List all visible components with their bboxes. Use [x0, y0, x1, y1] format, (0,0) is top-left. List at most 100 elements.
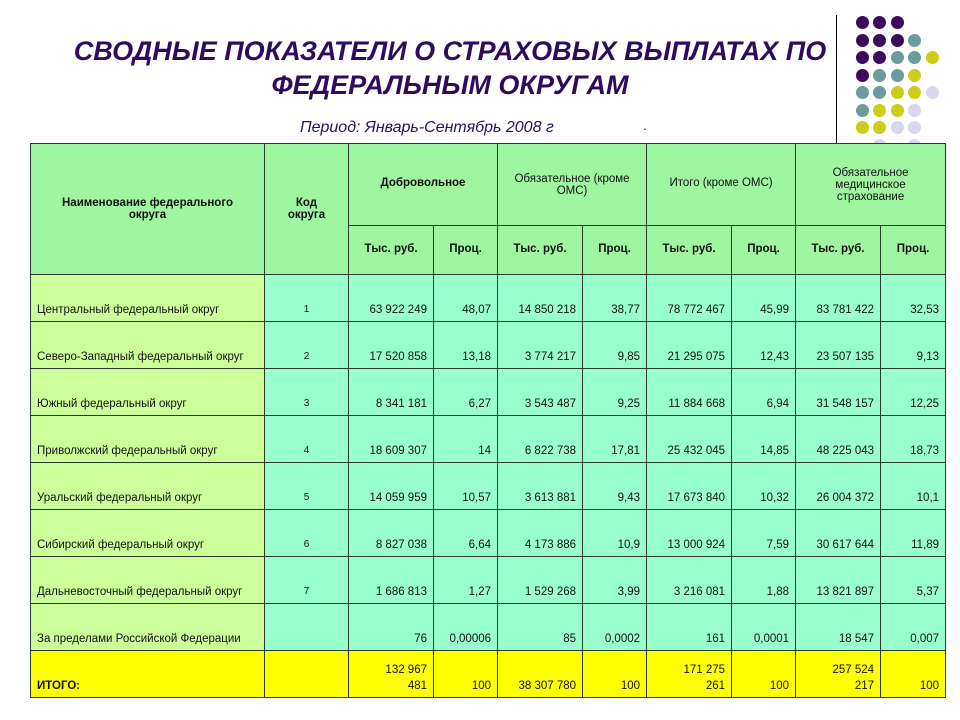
- percent-cell: 38,77: [582, 274, 648, 322]
- percent-cell: 17,81: [582, 415, 648, 463]
- table-row: Уральский федеральный округ 5 14 059 959 10…: [30, 462, 947, 510]
- amount-cell: 1 529 268: [497, 556, 584, 604]
- amount-value: 8 827 038: [375, 539, 427, 551]
- amount-cell: 38 307 780: [497, 650, 584, 698]
- amount-value: 1 529 268: [524, 586, 577, 598]
- percent-value: 18,73: [910, 445, 940, 457]
- decorative-dot: [856, 104, 869, 117]
- percent-value: 7,59: [766, 539, 790, 551]
- insurance-payments-table: Наименование федерального округа Код окр…: [30, 143, 947, 698]
- decorative-dot: [891, 69, 904, 82]
- amount-value: 85: [563, 633, 577, 645]
- percent-cell: 6,64: [432, 509, 499, 557]
- decorative-dot: [856, 69, 869, 82]
- amount-cell: 171 275 261: [646, 650, 733, 698]
- subheader-percent: Проц.: [731, 225, 797, 275]
- decorative-dot: [908, 86, 921, 99]
- amount-cell: 63 922 249: [348, 274, 434, 322]
- district-code: 6: [264, 509, 349, 557]
- amount-cell: 26 004 372: [795, 462, 882, 510]
- amount-cell: 76: [348, 603, 434, 651]
- district-name: За пределами Российской Федерации: [30, 603, 265, 651]
- district-name: Южный федеральный округ: [30, 368, 265, 416]
- amount-cell: 257 524 217: [795, 650, 882, 698]
- amount-value: 25 432 045: [667, 445, 726, 457]
- percent-value: 13,18: [462, 351, 492, 363]
- district-code: [264, 603, 349, 651]
- amount-value: 38 307 780: [518, 680, 577, 692]
- percent-cell: 100: [582, 650, 648, 698]
- amount-cell: 3 774 217: [497, 321, 584, 369]
- subheader-thousand-rub: Тыс. руб.: [646, 225, 733, 275]
- percent-cell: 5,37: [880, 556, 947, 604]
- amount-cell: 14 059 959: [348, 462, 434, 510]
- district-name: Сибирский федеральный округ: [30, 509, 265, 557]
- district-name: Северо-Западный федеральный округ: [30, 321, 265, 369]
- decorative-dot: [891, 51, 904, 64]
- percent-cell: 7,59: [731, 509, 797, 557]
- amount-cell: 78 772 467: [646, 274, 733, 322]
- percent-value: 10,57: [462, 492, 492, 504]
- decorative-dot: [873, 121, 886, 134]
- percent-cell: 18,73: [880, 415, 947, 463]
- percent-value: 14,85: [760, 445, 790, 457]
- amount-value: 78 772 467: [667, 304, 726, 316]
- decorative-dot: [856, 86, 869, 99]
- decorative-dot: [891, 104, 904, 117]
- percent-value: 14: [478, 445, 492, 457]
- decorative-dot: [856, 34, 869, 47]
- percent-cell: 10,32: [731, 462, 797, 510]
- decorative-dot: [926, 86, 939, 99]
- table-row: Центральный федеральный округ 1 63 922 249…: [30, 274, 947, 322]
- decorative-dot: [873, 51, 886, 64]
- header-code: Код округа: [264, 143, 349, 275]
- amount-cell: 21 295 075: [646, 321, 733, 369]
- percent-cell: 10,57: [432, 462, 499, 510]
- table-row: Дальневосточный федеральный округ 7 1 686 …: [30, 556, 947, 604]
- amount-value: 17 673 840: [667, 492, 726, 504]
- amount-value: 11 884 668: [668, 398, 726, 410]
- percent-cell: 14: [432, 415, 499, 463]
- decorative-divider: [836, 15, 837, 145]
- subheader-thousand-rub: Тыс. руб.: [795, 225, 882, 275]
- amount-value: 63 922 249: [369, 304, 427, 316]
- percent-cell: 9,85: [582, 321, 648, 369]
- percent-cell: 0,00006: [432, 603, 499, 651]
- percent-value: 100: [919, 680, 940, 692]
- percent-cell: 0,0002: [582, 603, 648, 651]
- district-code: 4: [264, 415, 349, 463]
- amount-value: 3 774 217: [524, 351, 577, 363]
- percent-value: 6,27: [468, 398, 492, 410]
- decorative-dot: [908, 104, 921, 117]
- percent-cell: 13,18: [432, 321, 499, 369]
- page-title: СВОДНЫЕ ПОКАЗАТЕЛИ О СТРАХОВЫХ ВЫПЛАТАХ …: [73, 36, 827, 100]
- district-code: 3: [264, 368, 349, 416]
- amount-cell: 23 507 135: [795, 321, 882, 369]
- percent-value: 1,88: [766, 586, 790, 598]
- amount-cell: 83 781 422: [795, 274, 882, 322]
- percent-value: 1,27: [468, 586, 492, 598]
- amount-cell: 18 547: [795, 603, 882, 651]
- percent-value: 10,1: [916, 492, 940, 504]
- decorative-dot: [873, 16, 886, 29]
- amount-cell: 11 884 668: [646, 368, 733, 416]
- percent-value: 6,94: [766, 398, 790, 410]
- amount-cell: 3 613 881: [497, 462, 584, 510]
- subheader-percent: Проц.: [432, 225, 499, 275]
- decorative-dot: [856, 121, 869, 134]
- amount-cell: 13 821 897: [795, 556, 882, 604]
- percent-value: 5,37: [916, 586, 940, 598]
- percent-cell: 12,25: [880, 368, 947, 416]
- amount-value: 18 547: [838, 633, 875, 645]
- percent-cell: 100: [731, 650, 797, 698]
- amount-value: 31 548 157: [816, 398, 875, 410]
- district-code: 7: [264, 556, 349, 604]
- decorative-dot: [873, 34, 886, 47]
- amount-value: 23 507 135: [816, 351, 875, 363]
- percent-cell: 48,07: [432, 274, 499, 322]
- percent-cell: 32,53: [880, 274, 947, 322]
- percent-value: 12,43: [760, 351, 790, 363]
- amount-value: 132 967 481: [385, 664, 427, 692]
- amount-cell: 3 216 081: [646, 556, 733, 604]
- district-code: [264, 650, 349, 698]
